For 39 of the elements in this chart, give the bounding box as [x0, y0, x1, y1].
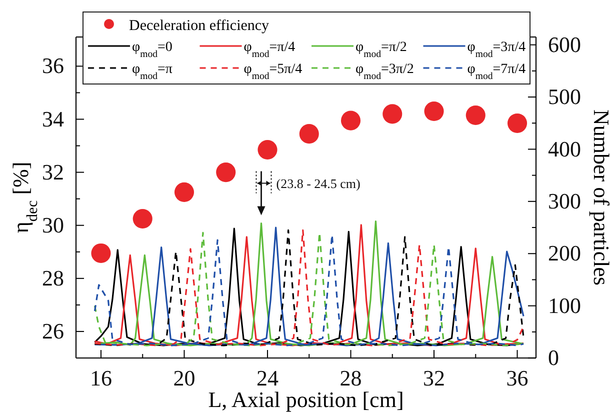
x-tick-label: 20 [173, 366, 196, 391]
point [91, 243, 111, 263]
x-tick-label: 32 [423, 366, 446, 391]
point [382, 104, 402, 124]
point [258, 140, 278, 160]
y-tick-label: 32 [42, 159, 64, 184]
legend-label: φ$_{mod}$=7π/4 [467, 62, 526, 82]
x-tick-label: 36 [506, 366, 528, 391]
y-tick-label: 26 [42, 318, 64, 344]
y2-axis-title: Number of particles [589, 110, 610, 286]
point [340, 110, 361, 130]
point [424, 102, 444, 122]
point [466, 106, 486, 126]
y-tick-label: 36 [42, 53, 64, 78]
point [299, 124, 319, 144]
y-tick-label: 28 [42, 265, 64, 290]
y2-tick-label: 300 [548, 188, 581, 214]
point [216, 162, 236, 182]
legend-label: φ$_{mod}$=0 [132, 40, 172, 60]
y-tick-label: 30 [42, 212, 64, 238]
legend-label: φ$_{mod}$=3π/2 [356, 62, 414, 82]
legend-label: φ$_{mod}$=3π/4 [467, 40, 526, 60]
legend-label: φ$_{mod}$=π/4 [244, 40, 296, 60]
legend-label: φ$_{mod}$=π/2 [356, 40, 407, 60]
y2-tick-label: 100 [548, 292, 581, 318]
y2-tick-label: 500 [548, 84, 581, 110]
y2-tick-label: 0 [548, 345, 559, 370]
legend-label: Deceleration efficiency [129, 18, 270, 34]
legend-label: φ$_{mod}$=π [132, 62, 172, 82]
y-tick-label: 34 [42, 106, 64, 132]
y2-tick-label: 600 [548, 32, 581, 57]
y2-tick-label: 200 [548, 240, 581, 266]
annotation: (23.8 - 24.5 cm) [276, 176, 360, 192]
legend-label: φ$_{mod}$=5π/4 [244, 62, 302, 82]
point [174, 182, 194, 202]
y2-tick-label: 400 [548, 136, 581, 162]
point [507, 113, 528, 133]
point [132, 208, 152, 228]
x-tick-label: 16 [90, 366, 112, 391]
